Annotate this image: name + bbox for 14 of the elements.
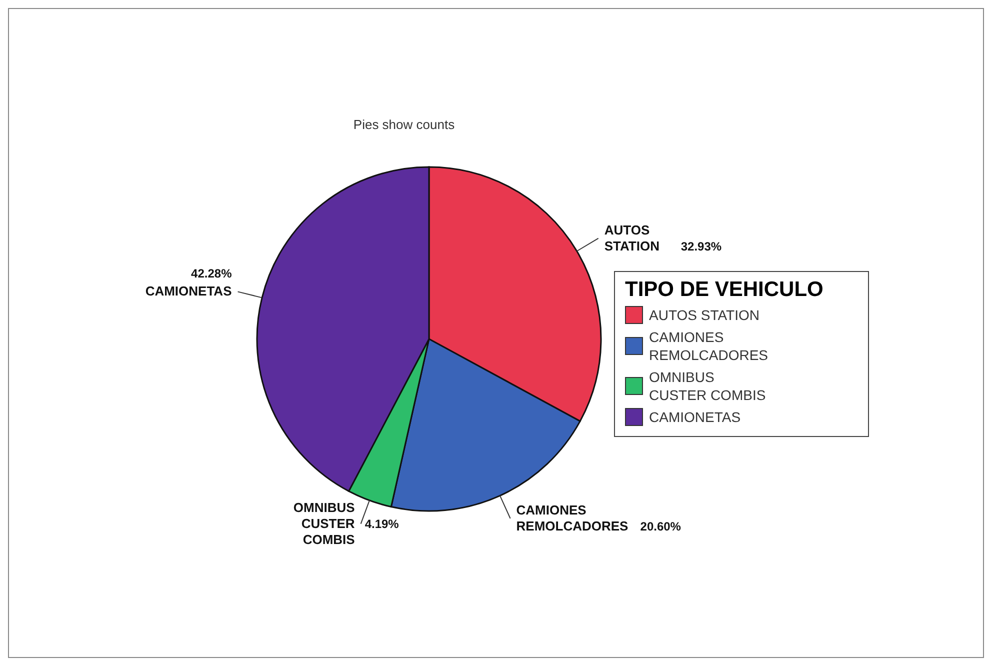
legend-title: TIPO DE VEHICULO xyxy=(625,278,824,302)
slice-label: CAMIONETAS xyxy=(145,284,232,299)
data-label: 42.28% xyxy=(191,266,232,281)
legend-label: AUTOS STATION xyxy=(649,306,760,324)
data-label: 20.60% xyxy=(640,519,682,534)
slice-label: CAMIONES REMOLCADORES xyxy=(516,502,629,534)
slice-label: OMNIBUS CUSTER COMBIS xyxy=(293,500,356,547)
data-label: 4.19% xyxy=(364,516,400,531)
legend-label: CAMIONES REMOLCADORES xyxy=(649,328,769,364)
legend-label: OMNIBUS CUSTER COMBIS xyxy=(649,368,767,404)
slice-label: AUTOS STATION xyxy=(604,222,660,254)
data-label: 32.93% xyxy=(680,239,722,254)
legend-label: CAMIONETAS xyxy=(649,408,742,426)
chart-title: Pies show counts xyxy=(352,117,456,132)
